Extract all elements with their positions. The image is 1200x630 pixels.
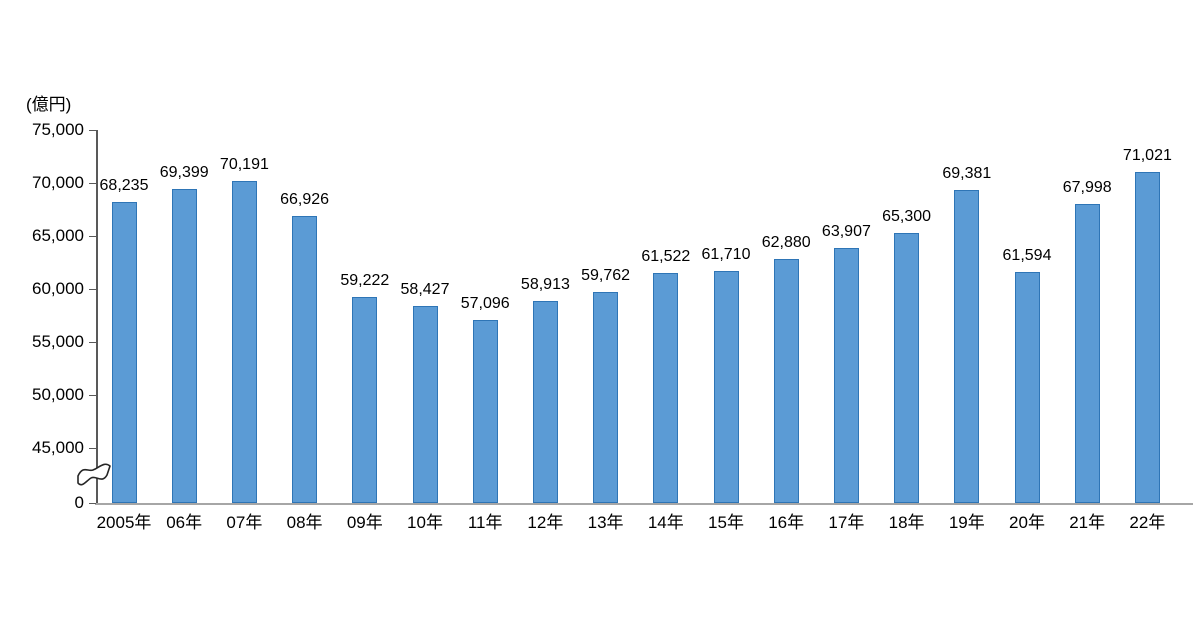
bar-value-label: 61,594 xyxy=(1002,247,1052,265)
y-axis-tick xyxy=(89,129,96,131)
bar-value-label: 61,522 xyxy=(641,247,691,265)
bar-value-label: 57,096 xyxy=(460,294,510,312)
bar xyxy=(593,291,619,503)
x-axis-category-label: 22年 xyxy=(1129,513,1166,532)
bar-value-label: 58,427 xyxy=(400,280,450,298)
bar xyxy=(1014,272,1040,503)
bar-value-label: 68,235 xyxy=(99,176,149,194)
y-axis-tick-label: 70,000 xyxy=(32,173,84,192)
bar xyxy=(171,189,197,503)
x-axis-category-label: 08年 xyxy=(286,513,323,532)
bar xyxy=(292,215,318,503)
x-axis-category-label: 18年 xyxy=(888,513,925,532)
x-axis-category-label: 14年 xyxy=(647,513,684,532)
bar-value-label: 69,399 xyxy=(159,164,209,182)
bar xyxy=(532,300,558,503)
bar-value-label: 63,907 xyxy=(821,222,871,240)
x-axis-category-label: 06年 xyxy=(166,513,203,532)
x-axis-category-label: 19年 xyxy=(948,513,985,532)
bar-value-label: 61,710 xyxy=(701,245,751,263)
bar-value-label: 67,998 xyxy=(1062,179,1112,197)
bar-value-label: 58,913 xyxy=(520,275,570,293)
x-axis-category-label: 20年 xyxy=(1009,513,1045,532)
y-axis-tick xyxy=(89,182,96,184)
y-axis-tick-label: 75,000 xyxy=(32,120,84,139)
y-axis-line xyxy=(96,130,98,503)
bar xyxy=(472,319,498,503)
y-axis-tick-label: 0 xyxy=(74,493,84,512)
x-axis-category-label: 2005年 xyxy=(96,513,152,532)
y-axis-tick xyxy=(89,341,96,343)
bar xyxy=(1074,204,1100,503)
y-axis-tick-label: 55,000 xyxy=(32,332,84,351)
bar xyxy=(894,232,920,503)
bar-value-label: 62,880 xyxy=(761,233,811,251)
bar xyxy=(954,189,980,503)
y-axis-tick-label: 60,000 xyxy=(32,279,84,298)
y-axis-tick xyxy=(89,502,96,504)
bar-value-label: 59,222 xyxy=(340,272,390,290)
bar-value-label: 71,021 xyxy=(1122,147,1172,165)
bar-value-label: 66,926 xyxy=(280,190,330,208)
bar-value-label: 65,300 xyxy=(882,207,932,225)
y-axis-tick-label: 65,000 xyxy=(32,226,84,245)
bar-value-label: 59,762 xyxy=(581,266,631,284)
bar xyxy=(773,258,799,503)
y-axis-tick xyxy=(89,235,96,237)
x-axis-category-label: 21年 xyxy=(1069,513,1106,532)
x-axis-category-label: 07年 xyxy=(226,513,263,532)
bar xyxy=(713,270,739,503)
bar-value-label: 69,381 xyxy=(942,164,992,182)
bar-value-label: 70,191 xyxy=(219,156,269,173)
x-axis-category-label: 13年 xyxy=(587,513,624,532)
x-axis-line xyxy=(95,503,1193,505)
x-axis-category-label: 15年 xyxy=(708,513,744,532)
bar xyxy=(231,181,257,503)
x-axis-category-label: 17年 xyxy=(828,513,865,532)
bar xyxy=(1134,172,1160,503)
y-axis-tick xyxy=(89,288,96,290)
y-axis-tick xyxy=(89,394,96,396)
y-axis-unit-label: (億円) xyxy=(26,95,72,114)
bar xyxy=(833,247,859,503)
x-axis-category-label: 12年 xyxy=(527,513,564,532)
x-axis-category-label: 09年 xyxy=(346,513,383,532)
x-axis-category-label: 16年 xyxy=(768,513,805,532)
bar xyxy=(653,272,679,503)
y-axis-tick xyxy=(89,447,96,449)
y-axis-tick-label: 50,000 xyxy=(32,385,84,404)
bar xyxy=(412,305,438,503)
bar xyxy=(111,201,137,503)
y-axis-tick-label: 45,000 xyxy=(32,438,84,457)
x-axis-category-label: 10年 xyxy=(407,513,443,532)
axis-break-icon xyxy=(77,463,111,486)
bar xyxy=(352,297,378,503)
x-axis-category-label: 11年 xyxy=(467,513,503,532)
